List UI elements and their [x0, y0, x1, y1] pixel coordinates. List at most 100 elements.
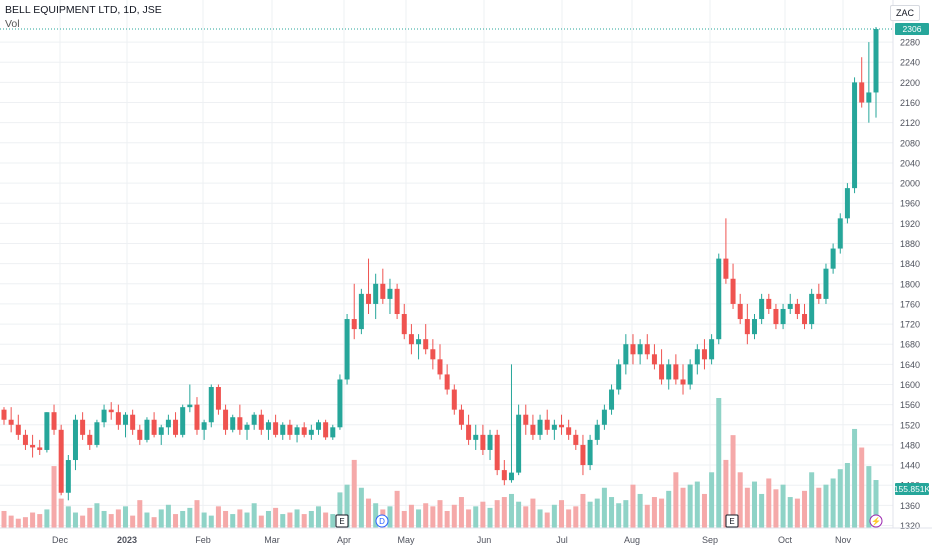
time-tick-label: Sep [702, 535, 718, 545]
volume-bar [830, 478, 836, 528]
volume-bar [258, 515, 264, 528]
candle-body [501, 470, 507, 481]
candle-body [508, 472, 514, 481]
volume-bar [72, 512, 78, 528]
candle-body [723, 258, 729, 279]
price-tick-label: 1840 [900, 259, 920, 269]
candle-body [544, 419, 550, 430]
last-volume-badge-bg [895, 483, 929, 495]
volume-bar [144, 512, 150, 528]
candle-body [401, 314, 407, 335]
volume-bar [473, 506, 479, 528]
volume-bar [387, 506, 393, 528]
grid [0, 0, 893, 528]
time-tick-label: May [397, 535, 415, 545]
dividend-marker [375, 514, 389, 528]
candle-body [258, 414, 264, 430]
volume-bar [373, 503, 379, 528]
candle-body [423, 339, 429, 350]
volume-bar [844, 463, 850, 528]
candle-body [308, 429, 314, 435]
volume-bar [351, 459, 357, 528]
volume-bar [94, 503, 100, 528]
volume-bar [666, 490, 672, 528]
volume-bar [716, 398, 722, 528]
candle-body [380, 283, 386, 299]
candle-body [566, 427, 572, 435]
volume-bar [766, 478, 772, 528]
candle-body [151, 419, 157, 435]
volume-bar [180, 510, 186, 528]
volume-bar [680, 487, 686, 528]
volume-bar [194, 500, 200, 528]
volume-bar [637, 493, 643, 528]
candle-body [65, 460, 71, 493]
candle-body [766, 298, 772, 309]
time-tick-label: Feb [195, 535, 211, 545]
candle-body [101, 409, 107, 423]
candle-body [22, 434, 28, 445]
volume-bar [730, 435, 736, 528]
volume-bar [308, 510, 314, 528]
volume-bar [530, 498, 536, 528]
volume-bar [58, 498, 64, 528]
time-axis[interactable]: Dec 2023 Feb Mar Apr May Jun Jul Aug Sep Oct Nov [0, 527, 932, 545]
volume-bar [301, 514, 307, 528]
candle-body [609, 389, 615, 410]
candle-body [530, 424, 536, 435]
volume-bar [173, 514, 179, 528]
volume-bar [358, 487, 364, 528]
candle-body [8, 419, 14, 425]
candle-body [623, 344, 629, 365]
volume-bar [616, 503, 622, 528]
candle-body [115, 412, 121, 425]
volume-bar [265, 510, 271, 528]
marker-letter: ⚡ [871, 516, 881, 526]
candle-body [344, 319, 350, 380]
candle-body [144, 419, 150, 440]
volume-bar [251, 503, 257, 528]
candle-body [516, 414, 522, 473]
volume-bar [759, 493, 765, 528]
candle-body [244, 424, 250, 430]
currency-button[interactable]: ZAC [890, 5, 920, 21]
candle-body [744, 319, 750, 335]
candle-body [15, 424, 21, 435]
price-tick-label: 1440 [900, 461, 920, 471]
price-tick-label: 2000 [900, 179, 920, 189]
candle-body [408, 334, 414, 345]
earnings-marker [725, 514, 739, 528]
price-axis[interactable]: 1320136014001440148015201560160016401680… [892, 0, 932, 550]
candle-body [816, 293, 822, 299]
volume-bar [587, 501, 593, 528]
price-tick-label: 2200 [900, 78, 920, 88]
volume-label: Vol [5, 18, 20, 30]
candle-body [587, 439, 593, 466]
volume-bar [401, 510, 407, 528]
volume-bar [744, 487, 750, 528]
volume-bar [802, 490, 808, 528]
candle-body [802, 314, 808, 325]
time-tick-label: Nov [835, 535, 852, 545]
event-markers[interactable]: E D E ⚡ [335, 514, 883, 528]
candle-body [644, 344, 650, 355]
candle-body [444, 374, 450, 390]
price-tick-label: 1920 [900, 219, 920, 229]
volume-bar [508, 493, 514, 528]
time-tick-label: Jun [477, 535, 492, 545]
volume-bars [1, 398, 879, 528]
candle-body [416, 339, 422, 345]
split-marker [869, 514, 883, 528]
candle-body [637, 344, 643, 355]
price-tick-label: 1480 [900, 440, 920, 450]
candle-body [180, 407, 186, 435]
volume-bar [573, 506, 579, 528]
candle-body [223, 409, 229, 430]
candle-body [616, 364, 622, 390]
volume-bar [701, 493, 707, 528]
candle-body [215, 387, 221, 410]
volume-bar [709, 472, 715, 528]
volume-bar [287, 512, 293, 528]
